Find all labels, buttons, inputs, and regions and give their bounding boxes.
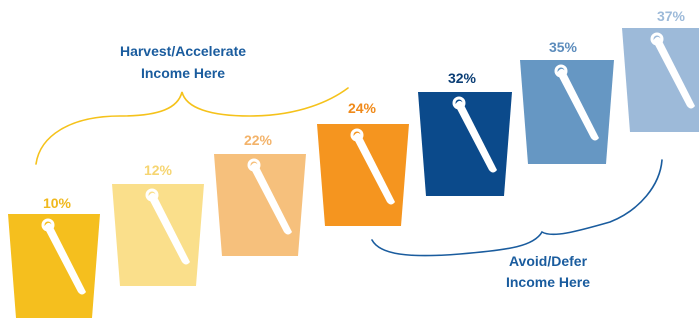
bucket-24: 24%	[317, 100, 409, 226]
bucket-32: 32%	[418, 70, 512, 196]
bucket-24-label: 24%	[348, 100, 377, 116]
harvest-label-line2: Income Here	[141, 65, 225, 81]
bucket-32-label: 32%	[448, 70, 477, 86]
bucket-35: 35%	[520, 39, 614, 164]
bucket-22-label: 22%	[244, 132, 273, 148]
bucket-10-label: 10%	[43, 195, 72, 211]
bucket-10: 10%	[8, 195, 100, 318]
avoid-label-line2: Income Here	[506, 274, 590, 290]
avoid-brace	[371, 159, 663, 257]
bucket-12: 12%	[112, 162, 204, 286]
bucket-37: 37%	[622, 8, 699, 132]
bucket-35-label: 35%	[549, 39, 578, 55]
bucket-37-label: 37%	[657, 8, 686, 24]
harvest-label-line1: Harvest/Accelerate	[120, 43, 246, 59]
bucket-22: 22%	[214, 132, 306, 256]
harvest-brace	[35, 87, 349, 165]
avoid-label-line1: Avoid/Defer	[509, 253, 588, 269]
bucket-12-label: 12%	[144, 162, 173, 178]
